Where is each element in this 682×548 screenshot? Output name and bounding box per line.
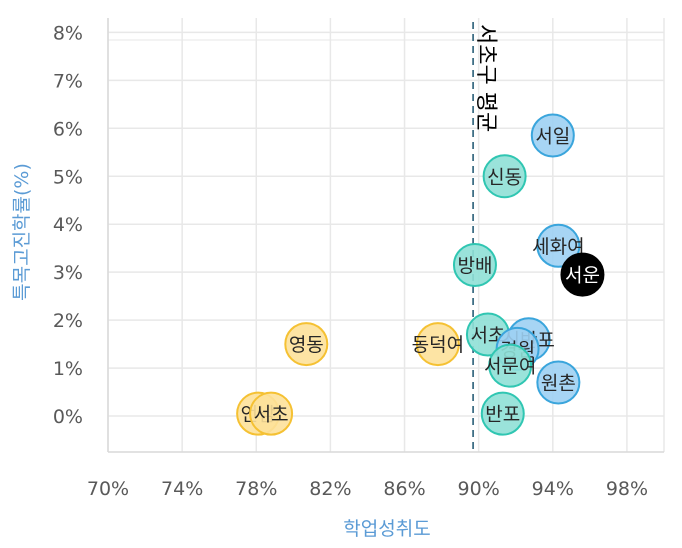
reference-line-label: 서초구 평균	[473, 24, 498, 132]
data-point: 방배	[452, 242, 497, 287]
x-tick-label: 98%	[606, 478, 648, 500]
y-tick-label: 3%	[53, 262, 83, 284]
x-tick-label: 82%	[309, 478, 351, 500]
point-label: 방배	[457, 255, 492, 277]
point-marker	[482, 154, 527, 199]
x-tick-label: 78%	[235, 478, 277, 500]
point-label: 서일	[535, 125, 570, 147]
y-tick-label: 7%	[53, 70, 83, 92]
point-label: 세화여	[532, 236, 584, 258]
y-tick-label: 5%	[53, 166, 83, 188]
point-marker	[452, 242, 497, 287]
x-tick-label: 74%	[161, 478, 203, 500]
y-tick-label: 8%	[53, 22, 83, 44]
y-tick-labels: 0% 1% 2% 3% 4% 5% 6% 7% 8%	[53, 22, 83, 428]
point-label: 원촌	[541, 372, 576, 394]
point-label: 영동	[289, 334, 324, 356]
point-marker	[536, 223, 581, 268]
x-tick-label: 86%	[383, 478, 425, 500]
x-tick-label: 70%	[87, 478, 129, 500]
data-point: 서운	[560, 252, 605, 297]
data-point: 반포	[480, 391, 525, 436]
y-tick-label: 2%	[53, 310, 83, 332]
data-point: 영동	[284, 322, 329, 367]
point-marker	[530, 113, 575, 158]
reference-line-group: 서초구 평균	[472, 22, 498, 452]
point-marker	[536, 360, 581, 405]
x-tick-label: 90%	[458, 478, 500, 500]
data-point: 서초	[249, 391, 294, 436]
axes	[107, 18, 664, 453]
data-point: 원촌	[536, 360, 581, 405]
y-tick-label: 0%	[53, 406, 83, 428]
data-points: 서일신동세화여방배서운서초신반포경원서문여원촌반포영동동덕여언남서초	[236, 113, 605, 436]
x-axis-title: 학업성취도	[343, 518, 430, 540]
point-marker	[560, 252, 605, 297]
x-tick-labels: 70% 74% 78% 82% 86% 90% 94% 98%	[87, 478, 648, 500]
point-label: 반포	[485, 404, 520, 426]
point-label: 서초	[470, 325, 505, 347]
point-label: 동덕여	[412, 334, 464, 356]
point-marker	[480, 391, 525, 436]
data-point: 신동	[482, 154, 527, 199]
data-point: 서문여	[484, 343, 536, 388]
data-point: 동덕여	[412, 322, 464, 367]
x-tick-label: 94%	[532, 478, 574, 500]
y-tick-label: 4%	[53, 214, 83, 236]
point-label: 서초	[254, 404, 289, 426]
point-marker	[488, 343, 533, 388]
point-label: 서문여	[484, 356, 536, 378]
point-marker	[284, 322, 329, 367]
point-marker	[249, 391, 294, 436]
y-axis-title: 특목고진학률(%)	[11, 163, 33, 301]
data-point: 서일	[530, 113, 575, 158]
y-tick-label: 6%	[53, 118, 83, 140]
point-label: 서운	[565, 265, 600, 287]
point-marker	[415, 322, 460, 367]
y-tick-label: 1%	[53, 358, 83, 380]
point-label: 신동	[487, 166, 522, 188]
data-point: 세화여	[532, 223, 585, 268]
